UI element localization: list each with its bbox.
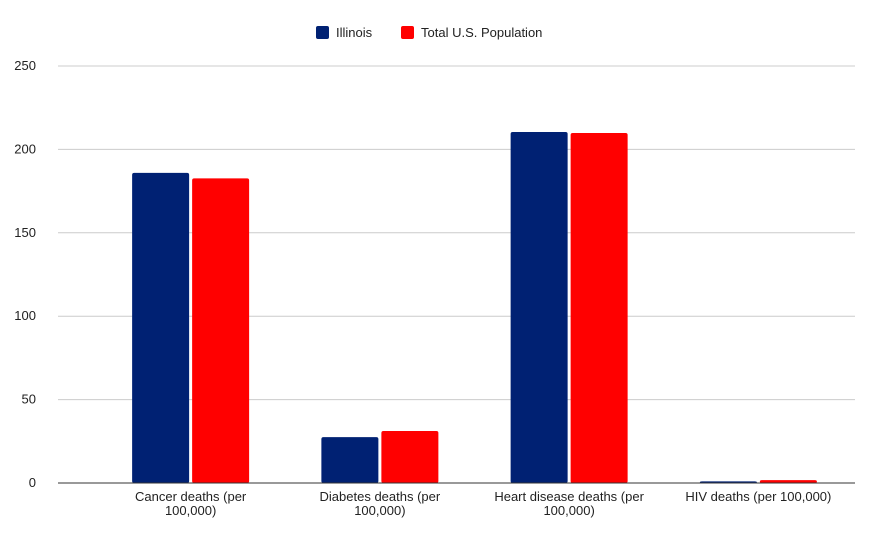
y-tick-label: 150 — [14, 225, 36, 240]
x-tick-label: Diabetes deaths (per — [320, 489, 441, 504]
x-tick-label: HIV deaths (per 100,000) — [685, 489, 831, 504]
legend-swatch — [401, 26, 414, 39]
bar-illinois-0 — [132, 172, 190, 483]
x-tick-label: 100,000) — [543, 503, 594, 518]
legend-label: Illinois — [336, 25, 373, 40]
bar-total-u-s-population-2 — [570, 133, 628, 484]
legend-swatch — [316, 26, 329, 39]
bar-total-u-s-population-0 — [192, 178, 250, 483]
x-tick-label: 100,000) — [165, 503, 216, 518]
y-tick-label: 50 — [22, 392, 36, 407]
bar-total-u-s-population-3 — [759, 480, 817, 483]
y-tick-label: 100 — [14, 308, 36, 323]
x-tick-label: Heart disease deaths (per — [494, 489, 644, 504]
bar-illinois-1 — [321, 437, 379, 483]
bar-total-u-s-population-1 — [381, 430, 439, 483]
bar-illinois-2 — [510, 132, 568, 483]
x-tick-label: Cancer deaths (per — [135, 489, 247, 504]
y-tick-label: 0 — [29, 475, 36, 490]
y-tick-label: 200 — [14, 141, 36, 156]
legend-label: Total U.S. Population — [421, 25, 542, 40]
x-tick-label: 100,000) — [354, 503, 405, 518]
y-tick-label: 250 — [14, 58, 36, 73]
